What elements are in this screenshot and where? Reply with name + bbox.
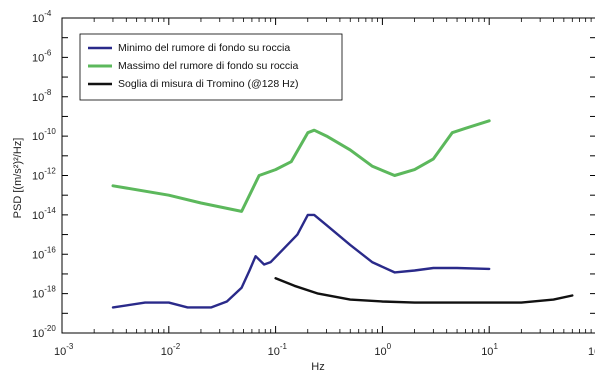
x-axis-title: Hz [311, 361, 324, 370]
y-tick-label: 10-14 [32, 206, 56, 222]
series-lines [111, 119, 574, 309]
series-line-2 [274, 277, 574, 304]
y-tick-label: 10-16 [32, 245, 56, 261]
legend-box [79, 33, 343, 101]
x-axis-ticks: 10-3 10-2 10-1 100 101 102 [54, 18, 595, 358]
y-tick-label: 10-12 [32, 167, 56, 183]
x-tick-label: 10-2 [161, 342, 181, 358]
y-tick-label: 10-18 [32, 285, 56, 301]
y-tick-label: 10-20 [32, 324, 56, 340]
y-tick-label: 10-10 [32, 127, 56, 143]
legend-label-series-1: Massimo del rumore di fondo su roccia [118, 60, 298, 72]
series-line-0 [111, 213, 491, 309]
legend: Minimo del rumore di fondo su roccia Mas… [79, 33, 343, 101]
x-tick-label: 10-1 [268, 342, 288, 358]
x-tick-label: 101 [481, 342, 498, 358]
series-line-1 [111, 119, 491, 213]
x-tick-label: 10-3 [54, 342, 74, 358]
y-axis-title: PSD [(m/s²)²/Hz] [12, 138, 24, 219]
x-tick-label: 100 [374, 342, 391, 358]
x-tick-label: 102 [588, 342, 595, 358]
y-tick-label: 10-6 [32, 48, 52, 64]
y-tick-label: 10-8 [32, 88, 52, 104]
legend-label-series-0: Minimo del rumore di fondo su roccia [118, 42, 290, 54]
y-tick-label: 10-4 [32, 9, 52, 25]
legend-label-series-2: Soglia di misura di Tromino (@128 Hz) [118, 78, 298, 90]
y-axis-ticks: 10-4 10-6 10-8 10-10 10-12 10-14 10-16 10-18 10-… [32, 9, 595, 340]
